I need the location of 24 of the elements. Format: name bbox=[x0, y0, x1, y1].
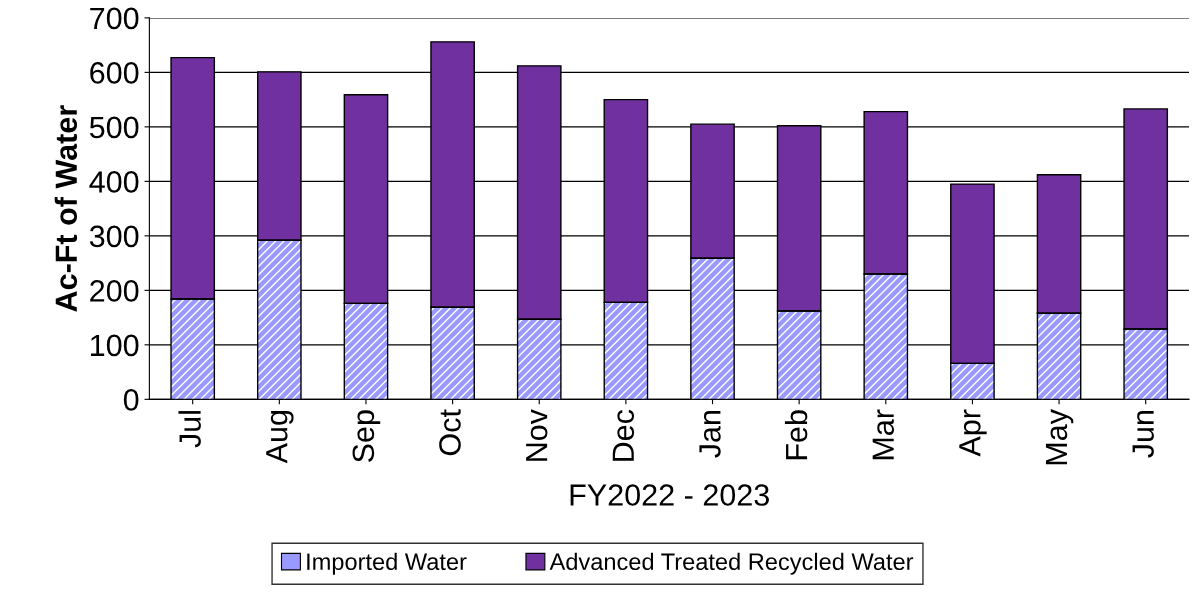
x-tick-label: May bbox=[1045, 409, 1074, 465]
x-tick-label: Feb bbox=[784, 410, 808, 460]
y-tick-label: 500 bbox=[89, 116, 139, 139]
x-tick-label: Jun bbox=[1132, 411, 1154, 458]
legend-label: Imported Water bbox=[307, 552, 467, 575]
x-tick-label: Mar bbox=[872, 409, 894, 460]
y-tick-label: 0 bbox=[123, 389, 139, 411]
x-tick-label: Apr bbox=[959, 409, 987, 457]
y-tick-label: 100 bbox=[91, 334, 139, 357]
y-tick-label: 700 bbox=[90, 7, 139, 30]
y-tick-label: 400 bbox=[89, 171, 139, 193]
y-tick-label: 600 bbox=[90, 62, 139, 84]
y-tick-label: 200 bbox=[90, 280, 139, 302]
x-tick-label: Aug bbox=[266, 411, 294, 464]
x-tick-label: Sep bbox=[352, 410, 381, 463]
y-axis-title: Ac-Ft of Water bbox=[54, 105, 78, 312]
x-tick-label: Oct bbox=[439, 409, 461, 456]
x-axis-title: FY2022 - 2023 bbox=[570, 484, 769, 506]
legend-label: Advanced Treated Recycled Water bbox=[549, 552, 914, 575]
x-tick-label: Dec bbox=[612, 409, 635, 461]
x-tick-label: Jan bbox=[699, 411, 721, 458]
x-tick-label: Jul bbox=[178, 411, 201, 448]
x-tick-label: Nov bbox=[526, 409, 548, 461]
y-tick-label: 300 bbox=[89, 225, 139, 248]
